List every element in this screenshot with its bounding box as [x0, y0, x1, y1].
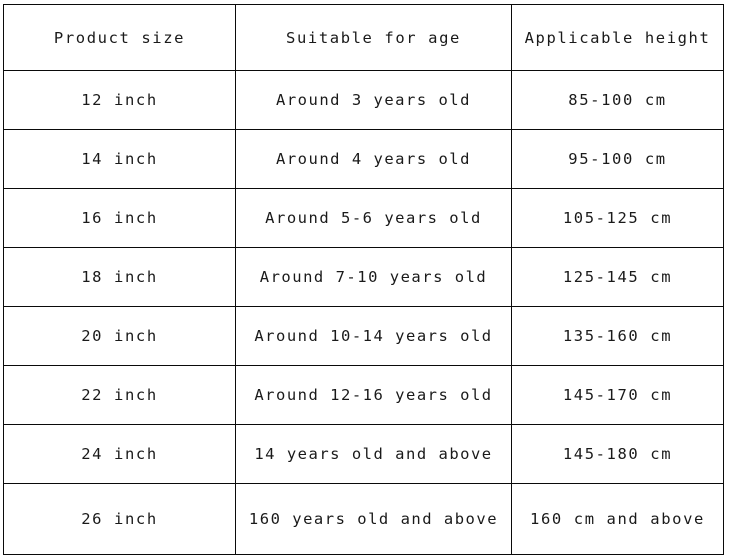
cell-product-size: 12 inch — [3, 70, 236, 130]
cell-applicable-height: 95-100 cm — [511, 129, 724, 189]
cell-product-size: 26 inch — [3, 483, 236, 555]
table-body: 12 inch Around 3 years old 85-100 cm 14 … — [3, 70, 724, 555]
table-row: 26 inch 160 years old and above 160 cm a… — [3, 483, 724, 555]
table-row: 24 inch 14 years old and above 145-180 c… — [3, 424, 724, 484]
cell-applicable-height: 135-160 cm — [511, 306, 724, 366]
cell-applicable-height: 160 cm and above — [511, 483, 724, 555]
cell-suitable-for-age: Around 12-16 years old — [235, 365, 512, 425]
cell-applicable-height: 145-170 cm — [511, 365, 724, 425]
column-header-product-size: Product size — [3, 4, 236, 71]
table-row: 22 inch Around 12-16 years old 145-170 c… — [3, 365, 724, 425]
size-chart-container: Product size Suitable for age Applicable… — [3, 4, 724, 555]
cell-suitable-for-age: Around 10-14 years old — [235, 306, 512, 366]
column-header-suitable-for-age: Suitable for age — [235, 4, 512, 71]
cell-suitable-for-age: Around 3 years old — [235, 70, 512, 130]
cell-suitable-for-age: Around 5-6 years old — [235, 188, 512, 248]
cell-applicable-height: 85-100 cm — [511, 70, 724, 130]
cell-suitable-for-age: 160 years old and above — [235, 483, 512, 555]
cell-product-size: 24 inch — [3, 424, 236, 484]
cell-product-size: 18 inch — [3, 247, 236, 307]
column-header-applicable-height: Applicable height — [511, 4, 724, 71]
table-row: 12 inch Around 3 years old 85-100 cm — [3, 70, 724, 130]
cell-product-size: 16 inch — [3, 188, 236, 248]
size-chart-table: Product size Suitable for age Applicable… — [3, 4, 724, 555]
table-row: 20 inch Around 10-14 years old 135-160 c… — [3, 306, 724, 366]
table-row: 18 inch Around 7-10 years old 125-145 cm — [3, 247, 724, 307]
table-row: 14 inch Around 4 years old 95-100 cm — [3, 129, 724, 189]
cell-applicable-height: 105-125 cm — [511, 188, 724, 248]
cell-applicable-height: 145-180 cm — [511, 424, 724, 484]
cell-suitable-for-age: Around 7-10 years old — [235, 247, 512, 307]
table-header-row: Product size Suitable for age Applicable… — [3, 4, 724, 71]
cell-suitable-for-age: Around 4 years old — [235, 129, 512, 189]
cell-product-size: 20 inch — [3, 306, 236, 366]
cell-applicable-height: 125-145 cm — [511, 247, 724, 307]
cell-product-size: 14 inch — [3, 129, 236, 189]
table-row: 16 inch Around 5-6 years old 105-125 cm — [3, 188, 724, 248]
table-header: Product size Suitable for age Applicable… — [3, 4, 724, 71]
cell-suitable-for-age: 14 years old and above — [235, 424, 512, 484]
cell-product-size: 22 inch — [3, 365, 236, 425]
